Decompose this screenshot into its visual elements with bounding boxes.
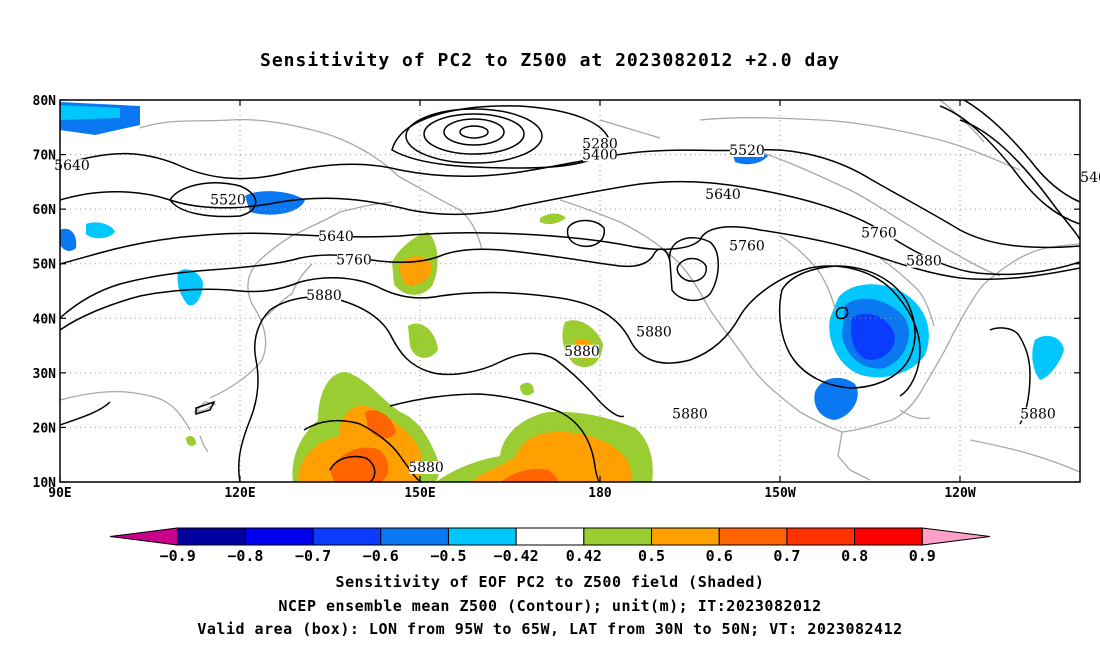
contour-labels: 5280540055205400564055205640564057605760…	[54, 136, 1100, 476]
colorbar-label: 0.7	[773, 547, 800, 565]
caption-shading: Sensitivity of EOF PC2 to Z500 field (Sh…	[335, 573, 765, 591]
contour-label: 5520	[210, 193, 246, 209]
contour-label: 5400	[582, 147, 618, 163]
colorbar-label: 0.5	[638, 547, 665, 565]
contour-label-bg	[862, 226, 896, 240]
contour-label-bg	[907, 254, 941, 268]
lon-tick-label: 120E	[224, 486, 255, 501]
colorbar-label: 0.9	[909, 547, 936, 565]
contour-label-bg	[673, 407, 707, 421]
contour-label-bg	[706, 188, 740, 202]
colorbar-swatch	[583, 527, 653, 546]
contour-label: 5880	[564, 344, 600, 360]
contour-label-bg	[730, 143, 764, 157]
contour-label-bg	[1021, 407, 1055, 421]
lon-tick-label: 120W	[944, 486, 975, 501]
contour-label: 5880	[306, 288, 342, 304]
plot-title: Sensitivity of PC2 to Z500 at 2023082012…	[259, 50, 840, 71]
contour-label: 5880	[672, 407, 708, 423]
colorbar-swatch	[718, 527, 788, 546]
lon-tick-label: 90E	[48, 486, 71, 501]
contour-label: 5640	[705, 187, 741, 203]
contour-label: 5880	[906, 254, 942, 270]
lat-tick-label: 60N	[33, 203, 57, 218]
colorbar-arrow-high	[921, 527, 991, 546]
contour-label-bg	[319, 230, 353, 244]
contour-label-bg	[565, 344, 599, 358]
lat-tick-label: 80N	[33, 94, 57, 109]
colorbar-swatch	[244, 527, 314, 546]
colorbar-swatch	[515, 527, 585, 546]
map-axes: 90E120E150E180150W120W90W60W80N70N60N50N…	[33, 94, 1080, 501]
lon-tick-label: 150W	[764, 486, 795, 501]
colorbar-label: −0.7	[295, 547, 331, 565]
colorbar-swatch	[312, 527, 382, 546]
sensitivity-shading	[60, 102, 1064, 482]
colorbar-swatch	[651, 527, 720, 546]
contour-label: 5760	[336, 253, 372, 269]
coastlines	[60, 100, 1080, 481]
contour-label: 5880	[408, 460, 444, 476]
contour-label-bg	[583, 148, 617, 162]
contour-label-bg	[337, 253, 371, 267]
contour-label: 5640	[318, 229, 354, 245]
colorbar-label: 0.6	[706, 547, 733, 565]
contour-label-bg	[1081, 171, 1100, 185]
lat-tick-label: 40N	[33, 312, 57, 327]
contour-label-bg	[307, 289, 341, 303]
contour-label: 5760	[729, 238, 765, 254]
colorbar-label: −0.9	[160, 547, 196, 565]
caption-contour: NCEP ensemble mean Z500 (Contour); unit(…	[278, 597, 822, 615]
contour-label-bg	[637, 325, 671, 339]
colorbar-arrow-low	[109, 527, 179, 546]
colorbar-label: −0.6	[363, 547, 399, 565]
contour-label-bg	[730, 239, 764, 253]
colorbar-swatch	[380, 527, 449, 546]
lat-tick-label: 30N	[33, 367, 57, 382]
colorbar-swatch	[447, 527, 517, 546]
plot-frame	[59, 99, 1081, 483]
contour-label: 5880	[1020, 407, 1056, 423]
lat-tick-label: 10N	[33, 476, 57, 491]
colorbar-swatch	[177, 527, 246, 546]
z500-contours	[60, 100, 1080, 482]
contour-label-bg	[409, 460, 443, 474]
contour-label: 5520	[729, 143, 765, 159]
colorbar-label: −0.42	[494, 547, 539, 565]
colorbar-label: 0.42	[566, 547, 602, 565]
lon-tick-label: 150E	[404, 486, 435, 501]
colorbar-swatch	[786, 527, 856, 546]
colorbar: −0.9 −0.8 −0.7 −0.6 −0.5 −0.42 0.42 0.5 0.6 0.7 0.…	[109, 527, 991, 565]
contour-label: 5640	[54, 158, 90, 174]
lon-tick-label: 180	[588, 486, 612, 501]
colorbar-label: −0.5	[430, 547, 466, 565]
lat-tick-label: 20N	[33, 421, 57, 436]
caption-valid-area: Valid area (box): LON from 95W to 65W, L…	[197, 620, 903, 638]
contour-label: 5760	[861, 225, 897, 241]
contour-label: 5880	[636, 325, 672, 341]
contour-label-bg	[211, 193, 245, 207]
contour-label-bg	[55, 159, 89, 173]
colorbar-label: 0.8	[841, 547, 868, 565]
lat-tick-label: 50N	[33, 258, 57, 273]
colorbar-swatch	[854, 527, 923, 546]
contour-label: 5400	[1080, 170, 1100, 186]
lat-tick-label: 70N	[33, 149, 57, 164]
contour-label-bg	[583, 137, 617, 151]
colorbar-label: −0.8	[227, 547, 263, 565]
